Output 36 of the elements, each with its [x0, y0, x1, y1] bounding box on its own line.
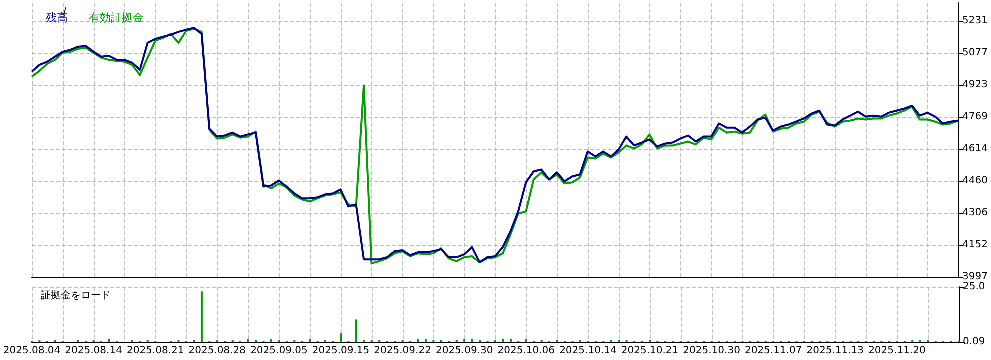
y-tick-label: 4923 — [962, 79, 988, 90]
chart-title: 証拠金をロード — [41, 290, 111, 302]
series-label: 有効証拠金 — [89, 12, 144, 24]
bar — [355, 320, 358, 342]
bar — [471, 338, 474, 342]
y-tick-label: 3997 — [962, 272, 988, 282]
x-tick-label: 2025.10.21 — [621, 346, 679, 356]
y-tick-label: 5077 — [962, 47, 988, 58]
x-tick-label: 2025.08.04 — [3, 346, 61, 356]
bar — [510, 338, 512, 342]
bar — [108, 338, 110, 342]
x-tick-label: 2025.08.14 — [65, 346, 122, 356]
x-tick-label: 2025.09.15 — [312, 346, 370, 356]
x-tick-label: 2025.10.06 — [498, 346, 556, 356]
x-tick-label: 2025.10.14 — [560, 346, 617, 356]
y-tick-label: 4306 — [962, 207, 988, 218]
bar — [464, 338, 466, 342]
x-tick-label: 2025.10.30 — [683, 346, 740, 356]
x-tick-label: 2025.11.07 — [744, 346, 802, 356]
bar — [200, 292, 203, 342]
y-tick-label: 5231 — [962, 16, 988, 27]
x-tick-label: 2025.08.21 — [126, 346, 184, 356]
y-tick-label: 4614 — [962, 144, 988, 155]
y-tick-label: 0.09 — [963, 336, 986, 348]
y-tick-label: 4769 — [962, 111, 988, 122]
x-tick-label: 2025.08.28 — [188, 346, 246, 356]
x-tick-label: 2025.11.20 — [868, 346, 926, 356]
x-tick-label: 2025.09.30 — [436, 346, 494, 356]
y-tick-label: 4460 — [962, 175, 988, 186]
bar — [502, 338, 504, 342]
bar — [340, 334, 342, 342]
x-tick-label: 2025.11.13 — [806, 346, 864, 356]
y-tick-label: 25.0 — [963, 282, 986, 292]
x-tick-label: 2025.09.22 — [374, 346, 432, 356]
y-tick-label: 4152 — [962, 239, 988, 250]
x-tick-label: 2025.09.05 — [250, 346, 308, 356]
